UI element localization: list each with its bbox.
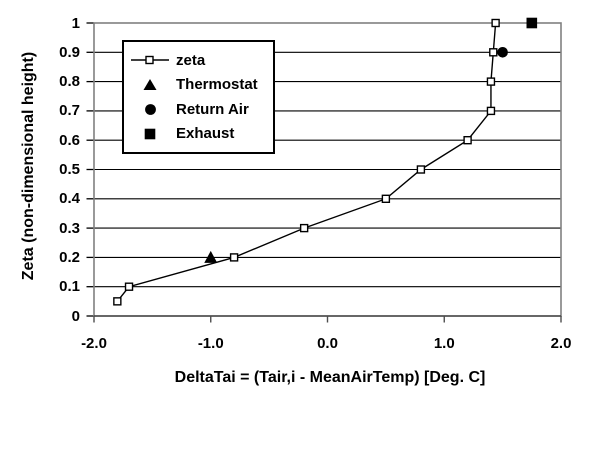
zeta-marker bbox=[113, 297, 122, 306]
legend-item-return-air: Return Air bbox=[130, 101, 273, 118]
legend-label-return-air: Return Air bbox=[176, 100, 249, 118]
legend-label-zeta: zeta bbox=[176, 51, 206, 69]
y-tick-label: 0.3 bbox=[59, 219, 80, 237]
filled-triangle-icon bbox=[130, 78, 170, 91]
y-tick-label: 0.4 bbox=[59, 190, 80, 208]
zeta-marker bbox=[486, 77, 496, 86]
y-tick-label: 0.1 bbox=[59, 278, 80, 296]
return-air-marker bbox=[497, 47, 508, 58]
x-tick-label: 2.0 bbox=[550, 335, 572, 352]
legend-label-exhaust: Exhaust bbox=[176, 125, 235, 143]
exhaust-marker bbox=[526, 17, 538, 29]
legend-item-exhaust: Exhaust bbox=[130, 125, 273, 142]
filled-square-icon bbox=[130, 128, 170, 140]
y-tick-label: 0.8 bbox=[59, 73, 80, 91]
filled-circle-icon bbox=[130, 103, 170, 116]
x-tick-label: 1.0 bbox=[433, 335, 455, 352]
zeta-marker bbox=[299, 223, 309, 233]
zeta-marker bbox=[381, 194, 391, 204]
zeta-marker bbox=[491, 18, 500, 28]
y-tick-label: 0.7 bbox=[59, 102, 80, 120]
zeta-marker bbox=[486, 106, 496, 116]
zeta-marker bbox=[124, 282, 134, 291]
zeta-line-open-square-icon bbox=[130, 54, 170, 66]
zeta-marker bbox=[463, 135, 472, 145]
x-tick-label: -2.0 bbox=[81, 335, 107, 352]
legend-item-thermostat: Thermostat bbox=[130, 76, 273, 93]
y-tick-label: 0.5 bbox=[59, 161, 80, 178]
y-tick-label: 0 bbox=[71, 307, 80, 325]
y-tick-label: 0.2 bbox=[59, 248, 80, 266]
y-tick-label: 1 bbox=[71, 14, 80, 32]
x-tick-label: 0.0 bbox=[317, 335, 338, 352]
y-tick-label: 0.9 bbox=[59, 43, 80, 61]
legend: zeta Thermostat Return Air Exhaust bbox=[122, 40, 275, 154]
x-axis-title: DeltaTai = (Tair,i - MeanAirTemp) [Deg. … bbox=[174, 369, 486, 386]
thermostat-marker bbox=[204, 250, 218, 263]
legend-label-thermostat: Thermostat bbox=[176, 76, 258, 94]
y-tick-label: 0.6 bbox=[59, 131, 80, 149]
zeta-marker bbox=[489, 48, 498, 57]
zeta-marker bbox=[229, 253, 239, 262]
legend-item-zeta: zeta bbox=[130, 52, 273, 69]
x-tick-label: -1.0 bbox=[197, 335, 224, 352]
zeta-marker bbox=[416, 165, 426, 174]
